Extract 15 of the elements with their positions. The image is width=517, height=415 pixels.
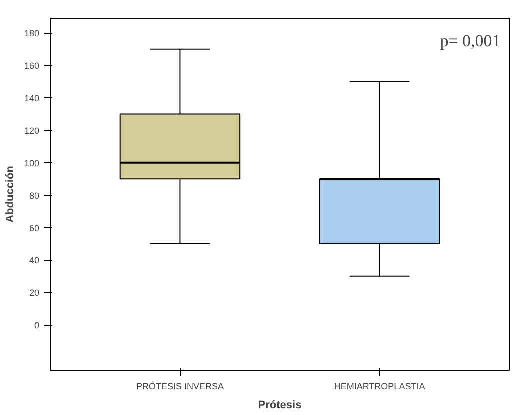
y-tick-label: 20 — [29, 288, 40, 298]
y-tick-label: 80 — [29, 190, 40, 201]
y-tick-label: 160 — [24, 61, 40, 72]
y-tick-label: 100 — [24, 158, 40, 168]
x-axis-title: Prótesis — [258, 400, 302, 412]
y-tick-label: 180 — [24, 28, 40, 39]
y-tick-label: 140 — [24, 93, 40, 104]
y-tick-label: 40 — [29, 256, 40, 266]
y-axis-title: Abducción — [4, 166, 16, 223]
y-tick-label: 120 — [24, 126, 40, 136]
y-tick-label: 60 — [29, 223, 40, 234]
x-tick-label: HEMIARTROPLASTIA — [334, 382, 426, 392]
annotation: p= 0,001 — [440, 32, 501, 50]
x-tick-label: PRÓTESIS INVERSA — [136, 382, 224, 392]
y-tick-label: 0 — [34, 320, 40, 331]
